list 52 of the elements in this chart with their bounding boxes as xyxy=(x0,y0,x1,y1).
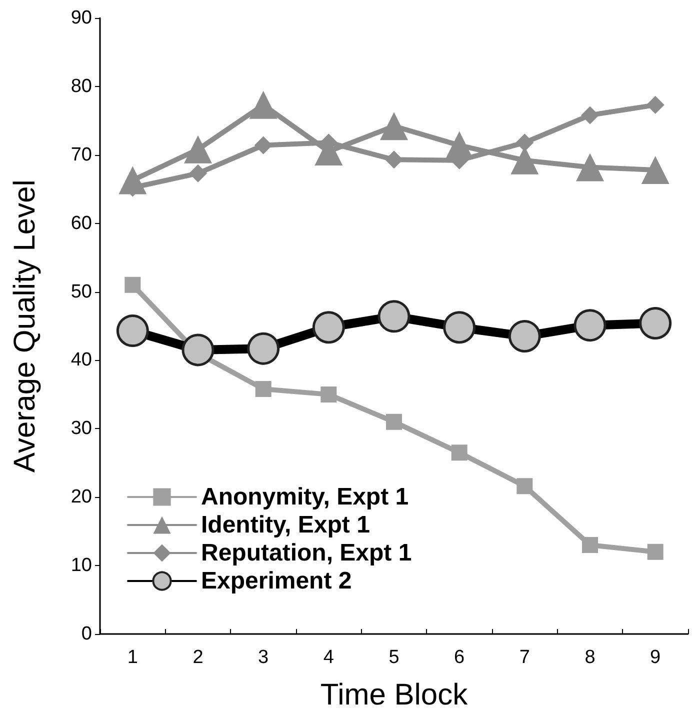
point xyxy=(639,307,672,340)
point xyxy=(582,537,598,554)
point xyxy=(508,320,541,353)
x-tick-label: 5 xyxy=(388,647,400,668)
point xyxy=(255,380,272,397)
y-tick-label: 90 xyxy=(70,8,92,28)
legend-label: Experiment 2 xyxy=(201,568,352,594)
point xyxy=(646,96,664,114)
point xyxy=(320,386,337,402)
point xyxy=(312,311,345,344)
point xyxy=(182,334,214,366)
y-tick-label: 40 xyxy=(70,350,92,371)
y-tick-label: 50 xyxy=(70,281,92,302)
legend-label: Anonymity, Expt 1 xyxy=(201,484,409,510)
x-tick-label: 2 xyxy=(192,647,204,668)
point xyxy=(581,106,599,124)
y-tick-label: 80 xyxy=(70,76,92,97)
point xyxy=(647,544,664,560)
point xyxy=(378,300,410,333)
x-tick-label: 1 xyxy=(127,647,138,668)
x-tick-label: 7 xyxy=(519,647,530,668)
x-tick-label: 9 xyxy=(650,647,661,668)
point xyxy=(247,332,280,365)
x-tick-label: 6 xyxy=(454,647,465,668)
x-axis-title: Time Block xyxy=(320,678,469,712)
point xyxy=(124,276,141,293)
point xyxy=(249,90,278,119)
y-tick-label: 20 xyxy=(70,486,92,508)
point xyxy=(576,153,604,182)
y-axis-title: Average Quality Level xyxy=(8,180,42,472)
x-tick-label: 8 xyxy=(584,647,596,668)
point xyxy=(443,311,476,344)
y-tick-label: 30 xyxy=(70,418,92,440)
y-tick-label: 0 xyxy=(81,624,92,644)
point xyxy=(385,150,403,169)
point xyxy=(386,414,402,430)
legend-label: Identity, Expt 1 xyxy=(201,512,370,538)
point xyxy=(184,135,212,164)
point xyxy=(380,112,408,140)
point xyxy=(189,164,207,182)
y-tick-label: 10 xyxy=(70,555,92,576)
point xyxy=(574,309,606,342)
y-tick-label: 70 xyxy=(70,144,92,166)
y-tick-label: 60 xyxy=(70,212,92,234)
legend-label: Reputation, Expt 1 xyxy=(201,540,412,566)
x-tick-label: 3 xyxy=(258,647,269,668)
point xyxy=(451,444,468,461)
x-tick-label: 4 xyxy=(323,647,334,668)
point xyxy=(516,478,533,494)
point xyxy=(516,134,534,152)
point xyxy=(641,156,670,184)
point xyxy=(116,314,149,348)
